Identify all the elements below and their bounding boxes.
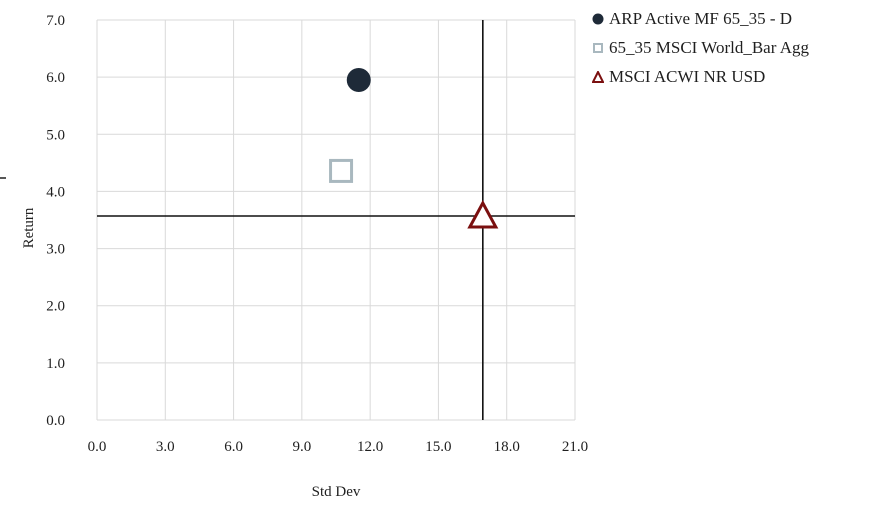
y-tick-label: 3.0 [46, 242, 65, 258]
x-axis-title: Std Dev [312, 484, 361, 500]
x-tick-label: 21.0 [562, 439, 588, 455]
x-tick-label: 15.0 [425, 439, 451, 455]
legend-label: ARP Active MF 65_35 - D [609, 8, 793, 28]
x-tick-label: 6.0 [224, 439, 243, 455]
y-tick-label: 0.0 [46, 413, 65, 429]
legend-item: MSCI ACWI NR USD [592, 62, 884, 91]
y-tick-label: 4.0 [46, 184, 65, 200]
circle-marker-icon [592, 13, 604, 24]
data-point-circle [346, 68, 371, 92]
data-point-triangle [467, 199, 499, 229]
y-tick-label: 1.0 [46, 356, 65, 372]
legend-label: 65_35 MSCI World_Bar Agg [609, 37, 809, 57]
x-tick-label: 0.0 [88, 439, 107, 455]
legend: ARP Active MF 65_35 - D 65_35 MSCI World_… [592, 4, 884, 91]
y-tick-label: 5.0 [46, 127, 65, 143]
x-tick-label: 3.0 [156, 439, 175, 455]
data-point-square [329, 158, 354, 183]
y-tick-label: 7.0 [46, 13, 65, 29]
y-axis-title: Return [21, 207, 37, 248]
y-tick-label: 2.0 [46, 299, 65, 315]
x-tick-label: 12.0 [357, 439, 383, 455]
legend-item: 65_35 MSCI World_Bar Agg [592, 33, 884, 62]
triangle-marker-icon [592, 70, 604, 83]
legend-item: ARP Active MF 65_35 - D [592, 4, 884, 33]
x-tick-label: 9.0 [292, 439, 311, 455]
y-tick-label: 6.0 [46, 70, 65, 86]
x-tick-label: 18.0 [494, 439, 520, 455]
square-marker-icon [593, 42, 603, 53]
legend-label: MSCI ACWI NR USD [609, 66, 766, 86]
